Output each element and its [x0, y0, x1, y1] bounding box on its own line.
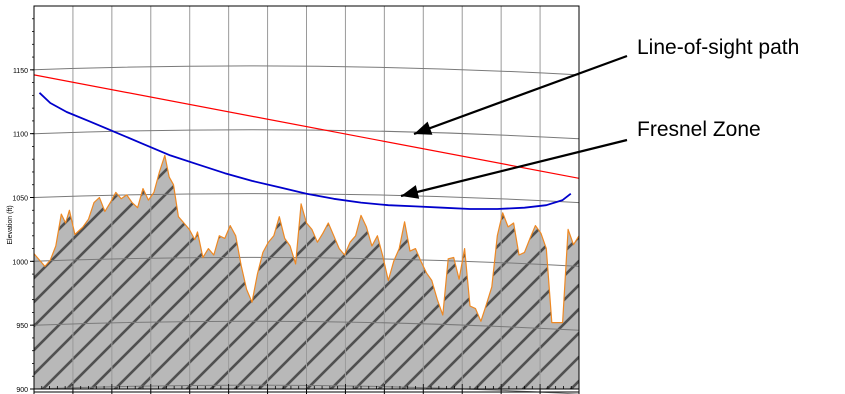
y-axis-label: Elevation (ft)	[7, 205, 14, 244]
terrain-profile-line	[34, 154, 579, 324]
elevation-gridline	[33, 129, 580, 140]
line-of-sight-line	[34, 74, 579, 179]
y-tick-label: 1050	[12, 196, 28, 203]
arrow-line-of-sight	[413, 54, 628, 136]
y-tick-label: 900	[16, 387, 28, 394]
y-tick-label: 1150	[13, 68, 28, 75]
annotation-line-of-sight: Line-of-sight path	[637, 36, 799, 59]
elevation-gridline	[33, 256, 580, 267]
fresnel-zone-line	[38, 92, 572, 210]
arrow-fresnel-zone	[400, 138, 628, 199]
elevation-gridline	[33, 65, 580, 76]
y-tick-label: 950	[16, 323, 28, 330]
y-tick-label: 1000	[12, 259, 28, 266]
elevation-gridline	[33, 320, 580, 331]
annotation-fresnel-zone: Fresnel Zone	[637, 118, 761, 141]
y-tick-label: 1100	[13, 132, 28, 139]
